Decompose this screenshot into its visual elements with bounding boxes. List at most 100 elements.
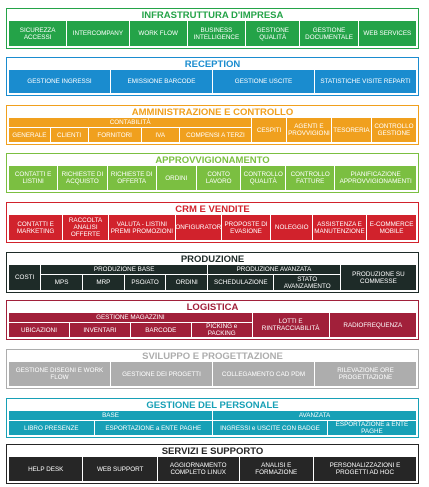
module: COLLEGAMENTO CAD PDM: [213, 362, 314, 386]
submodule-row: LIBRO PRESENZE ESPORTAZIONE a ENTE PAGHE: [9, 421, 212, 435]
module-row: GESTIONE MAGAZZINI UBICAZIONI INVENTARI BAR…: [9, 313, 416, 337]
module: VALUTA - LISTINI PREMI PROMOZIONI: [108, 215, 175, 240]
module: GESTIONE INGRESSI: [9, 70, 110, 93]
submodule: ESPORTAZIONE a ENTE PAGHE: [94, 421, 212, 435]
module: BUSINESS INTELLIGENCE: [187, 21, 246, 46]
submodule: FORNITORI: [88, 128, 141, 142]
module: TESORERIA: [332, 118, 371, 142]
module: WEB SERVICES: [358, 21, 416, 46]
section-title: CRM E VENDITE: [175, 204, 250, 215]
submodule-row: INGRESSI e USCITE CON BADGE ESPORTAZIONE …: [213, 421, 416, 435]
module-row: COSTI PRODUZIONE BASE MPS MRP PSO/ATO ORDINI P…: [9, 265, 416, 290]
module: ANALISI E FORMAZIONE: [239, 457, 313, 481]
submodule: INVENTARI: [69, 323, 130, 337]
submodule: BARCODE: [130, 323, 191, 337]
module: PRODUZIONE SU COMMESSE: [340, 265, 416, 290]
module-row: SICUREZZA ACCESSI INTERCOMPANY WORK FLOW BU…: [9, 21, 416, 46]
module-row: GESTIONE DISEGNI E WORK FLOW GESTIONE DEI…: [9, 362, 416, 386]
submodule: UBICAZIONI: [9, 323, 69, 337]
section: SVILUPPO E PROGETTAZIONE GESTIONE DISEGNI…: [6, 349, 419, 389]
section: SERVIZI E SUPPORTO HELP DESK WEB SUPPORT AG…: [6, 444, 419, 484]
group-label: BASE: [9, 411, 212, 420]
module-group: PRODUZIONE BASE MPS MRP PSO/ATO ORDINI: [41, 265, 208, 290]
module-row: CONTABILITÀ GENERALE CLIENTI FORNITORI IVA CO…: [9, 118, 416, 142]
module: STATISTICHE VISITE REPARTI: [315, 70, 416, 93]
section-title: INFRASTRUTTURA D'IMPRESA: [141, 10, 284, 21]
module-group: AVANZATA INGRESSI e USCITE CON BADGE ESPOR…: [213, 411, 416, 435]
module: RILEVAZIONE ORE PROGETTAZIONE: [315, 362, 416, 386]
submodule: MRP: [82, 275, 124, 290]
module: RICHIESTE DI OFFERTA: [107, 166, 156, 190]
module: GESTIONE DEI PROGETTI: [111, 362, 212, 386]
module: GESTIONE DISEGNI E WORK FLOW: [9, 362, 110, 386]
section-title: SVILUPPO E PROGETTAZIONE: [142, 351, 283, 362]
module: PERSONALIZZAZIONI E PROGETTI AD HOC: [313, 457, 416, 481]
module: GESTIONE QUALITÀ: [246, 21, 300, 46]
module: CONTO LAVORO: [196, 166, 241, 190]
module-row: HELP DESK WEB SUPPORT AGGIORNAMENTO COMPLE…: [9, 457, 416, 481]
module: SICUREZZA ACCESSI: [9, 21, 67, 46]
module: CONTROLLO GESTIONE: [371, 118, 416, 142]
module: E-COMMERCE MOBILE: [367, 215, 417, 240]
module: ASSISTENZA E MANUTENZIONE: [312, 215, 367, 240]
module-row: CONTATTI E MARKETING RACCOLTA ANALISI OFF…: [9, 215, 417, 240]
module: PIANIFICAZIONE APPROVVIGIONAMENTI: [335, 166, 417, 190]
module: COSTI: [9, 265, 41, 290]
module: CONTROLLO FATTURE: [286, 166, 335, 190]
module: RADIOFREQUENZA: [329, 313, 416, 337]
module: CESPITI: [252, 118, 286, 142]
module: RICHIESTE DI ACQUISTO: [58, 166, 107, 190]
module-row: GESTIONE INGRESSI EMISSIONE BARCODE GESTIO…: [9, 70, 416, 93]
submodule: PSO/ATO: [124, 275, 166, 290]
module: PROPOSTE DI EVASIONE: [221, 215, 271, 240]
module: CONFIGURATORE: [175, 215, 221, 240]
module: CONTATTI E MARKETING: [9, 215, 63, 240]
section: CRM E VENDITE CONTATTI E MARKETING RACCOLT…: [6, 202, 419, 243]
group-label: AVANZATA: [213, 411, 416, 420]
section-title: LOGISTICA: [186, 302, 239, 313]
module: WORK FLOW: [129, 21, 187, 46]
submodule: STATO AVANZAMENTO: [274, 275, 340, 290]
module-row: BASE LIBRO PRESENZE ESPORTAZIONE a ENTE PA…: [9, 411, 416, 435]
module-group: GESTIONE MAGAZZINI UBICAZIONI INVENTARI BAR…: [9, 313, 252, 337]
section-title: PRODUZIONE: [180, 254, 245, 265]
module: EMISSIONE BARCODE: [111, 70, 212, 93]
module: LOTTI E RINTRACCIABILITÀ: [252, 313, 329, 337]
section-title: SERVIZI E SUPPORTO: [161, 446, 264, 457]
group-label: CONTABILITÀ: [9, 118, 252, 127]
module: AGENTI E PROVVIGIONI: [286, 118, 331, 142]
submodule: CLIENTI: [50, 128, 88, 142]
module-group: BASE LIBRO PRESENZE ESPORTAZIONE a ENTE PA…: [9, 411, 212, 435]
submodule: COMPENSI A TERZI: [179, 128, 252, 142]
submodule-row: GENERALE CLIENTI FORNITORI IVA COMPENSI A TE…: [9, 128, 252, 142]
section: AMMINISTRAZIONE E CONTROLLO CONTABILITÀ GE…: [6, 105, 419, 145]
module-group: PRODUZIONE AVANZATA SCHEDULAZIONE STATO AV…: [208, 265, 340, 290]
section: RECEPTION GESTIONE INGRESSI EMISSIONE BARC…: [6, 57, 419, 96]
submodule-row: MPS MRP PSO/ATO ORDINI: [41, 275, 208, 290]
module: ORDINI: [156, 166, 196, 190]
group-label: GESTIONE MAGAZZINI: [9, 313, 252, 322]
module: AGGIORNAMENTO COMPLETO LINUX: [157, 457, 239, 481]
submodule: ESPORTAZIONE a ENTE PAGHE: [327, 421, 416, 435]
submodule: MPS: [41, 275, 82, 290]
group-label: PRODUZIONE AVANZATA: [208, 265, 340, 274]
submodule: ORDINI: [166, 275, 208, 290]
section: GESTIONE DEL PERSONALE BASE LIBRO PRESENZE…: [6, 398, 419, 438]
module: HELP DESK: [9, 457, 83, 481]
section: LOGISTICA GESTIONE MAGAZZINI UBICAZIONI INV…: [6, 300, 419, 340]
submodule: IVA: [141, 128, 179, 142]
module: RACCOLTA ANALISI OFFERTE: [63, 215, 108, 240]
section: PRODUZIONE COSTI PRODUZIONE BASE MPS MRP PSO/…: [6, 252, 419, 293]
module: NOLEGGIO: [271, 215, 312, 240]
module: INTERCOMPANY: [67, 21, 129, 46]
section-title: RECEPTION: [184, 59, 241, 70]
section-title: AMMINISTRAZIONE E CONTROLLO: [131, 107, 294, 118]
module-row: CONTATTI E LISTINI RICHIESTE DI ACQUISTO R…: [9, 166, 417, 190]
submodule-row: SCHEDULAZIONE STATO AVANZAMENTO: [208, 275, 340, 290]
submodule-row: UBICAZIONI INVENTARI BARCODE PICKING e PACK…: [9, 323, 252, 337]
submodule: GENERALE: [9, 128, 50, 142]
group-label: PRODUZIONE BASE: [41, 265, 208, 274]
section-title: APPROVVIGIONAMENTO: [155, 155, 270, 166]
module: CONTROLLO QUALITÀ: [241, 166, 286, 190]
submodule: LIBRO PRESENZE: [9, 421, 94, 435]
